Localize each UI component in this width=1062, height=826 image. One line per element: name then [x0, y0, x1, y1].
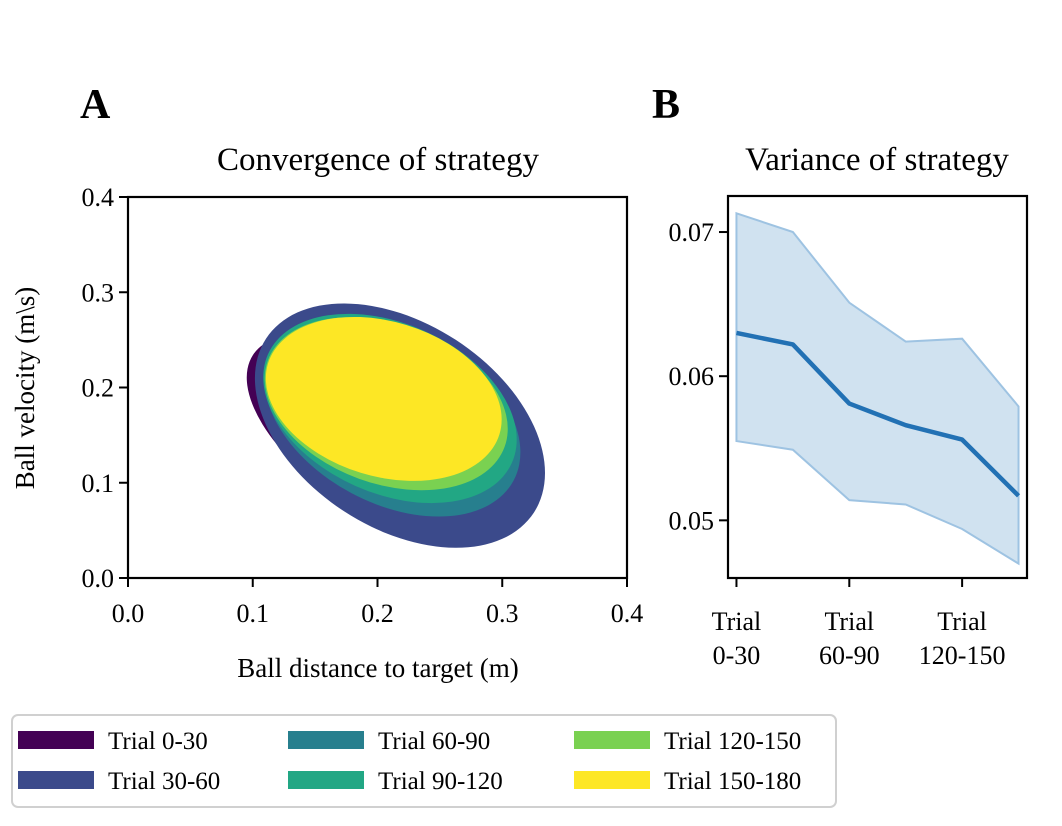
panel-b-xtick-label-line1: Trial [712, 607, 762, 636]
panel-b-plot-area [735, 211, 1021, 566]
panel-b-ytick-label: 0.07 [669, 218, 715, 247]
panel-a-ytick-label: 0.3 [82, 278, 115, 307]
panel-a-xtick-label: 0.4 [611, 599, 644, 628]
legend-label: Trial 0-30 [108, 728, 208, 755]
panel-a-ytick-label: 0.1 [82, 469, 115, 498]
panel-b-xtick-label-line2: 120-150 [919, 641, 1006, 670]
panel-b-frame [726, 194, 1029, 580]
panel-a-ylabel: Ball velocity (m\s) [10, 287, 40, 489]
panel-a-xtick-label: 0.3 [486, 599, 519, 628]
panel-a-xtick-label: 0.2 [361, 599, 394, 628]
legend-swatch [288, 771, 364, 789]
legend-label: Trial 60-90 [378, 728, 490, 755]
panel-b-mean-line [736, 330, 1021, 498]
legend-label: Trial 150-180 [664, 768, 801, 795]
panel-b-xtick-label-line2: 0-30 [713, 641, 761, 670]
panel-b-variance-band [735, 211, 1020, 566]
panel-a-title: Convergence of strategy [217, 142, 539, 178]
panel-a-plot-area [246, 303, 546, 548]
legend-swatch [574, 771, 650, 789]
legend-swatch [18, 771, 94, 789]
panel-a-ytick-label: 0.2 [82, 374, 115, 403]
legend: Trial 0-30 Trial 30-60 Trial 60-90 Trial 90… [18, 728, 801, 795]
legend-label: Trial 90-120 [378, 768, 503, 795]
legend-label: Trial 30-60 [108, 768, 220, 795]
legend-swatch [288, 731, 364, 749]
legend-swatch [18, 731, 94, 749]
legend-label: Trial 120-150 [664, 728, 801, 755]
panel-a-xtick-label: 0.1 [237, 599, 270, 628]
panel-b-title: Variance of strategy [745, 142, 1009, 178]
panel-b-xtick-label-line2: 60-90 [819, 641, 880, 670]
panel-b-ticks: 0.05 0.06 0.07 Trial 0-30 Trial 60-90 Trial 120-… [669, 218, 1006, 670]
panel-a-letter: A [80, 82, 111, 128]
panel-b-xtick-label-line1: Trial [937, 607, 987, 636]
legend-swatch [574, 731, 650, 749]
panel-a-xtick-label: 0.0 [112, 599, 145, 628]
panel-b-ytick-label: 0.06 [669, 362, 715, 391]
panel-b-xtick-label-line1: Trial [824, 607, 874, 636]
panel-a-ytick-label: 0.4 [82, 183, 115, 212]
panel-a-xlabel: Ball distance to target (m) [237, 653, 518, 683]
panel-b-letter: B [652, 82, 680, 128]
ellipse-series-5 [265, 316, 502, 481]
panel-a-ticks: 0.0 0.1 0.2 0.3 0.4 0.0 0.1 0.2 0.3 0.4 [82, 183, 644, 628]
panel-a-ytick-label: 0.0 [82, 564, 115, 593]
panel-b-ytick-label: 0.05 [669, 506, 715, 535]
